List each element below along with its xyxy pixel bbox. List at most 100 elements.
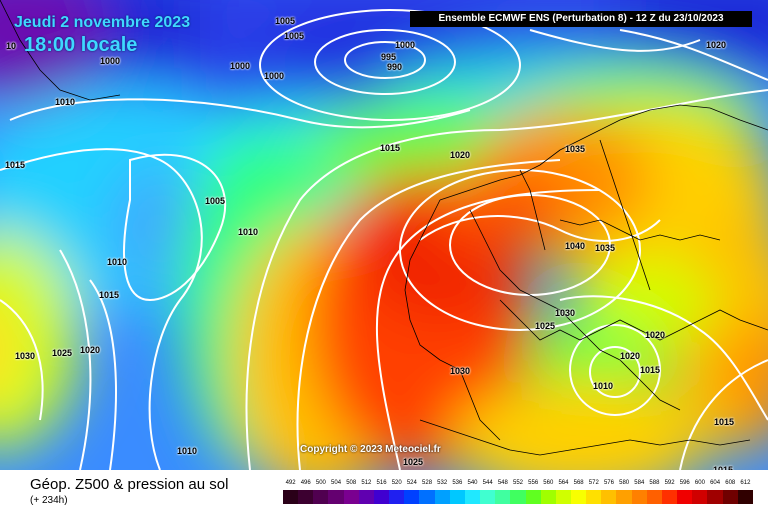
isobar-label: 1005 bbox=[275, 16, 296, 26]
isobar-label: 1015 bbox=[99, 290, 120, 300]
scale-swatch bbox=[631, 490, 647, 504]
isobar-label: 1015 bbox=[5, 160, 26, 170]
scale-label: 588 bbox=[649, 480, 660, 486]
isobar-label: 1035 bbox=[565, 144, 586, 154]
scale-label: 604 bbox=[710, 480, 721, 486]
isobar-label: 1000 bbox=[230, 61, 251, 71]
isobar-label: 1030 bbox=[450, 366, 471, 376]
isobar-label: 1040 bbox=[565, 241, 586, 251]
forecast-date: Jeudi 2 novembre 2023 bbox=[14, 14, 191, 31]
scale-swatch bbox=[358, 490, 374, 504]
scale-swatch bbox=[646, 490, 662, 504]
isobar-label: 990 bbox=[387, 62, 403, 72]
scale-label: 496 bbox=[300, 480, 311, 486]
scale-swatch bbox=[555, 490, 571, 504]
scale-swatch bbox=[601, 490, 617, 504]
coastlines bbox=[0, 0, 768, 456]
scale-label: 508 bbox=[346, 480, 357, 486]
scale-label: 500 bbox=[315, 480, 326, 486]
isobar-label: 1025 bbox=[535, 321, 556, 331]
isobar-label: 1020 bbox=[645, 330, 666, 340]
scale-swatch bbox=[283, 490, 299, 504]
scale-label: 612 bbox=[740, 480, 751, 486]
scale-label: 564 bbox=[558, 480, 569, 486]
isobar-label: 1010 bbox=[177, 446, 198, 456]
scale-label: 552 bbox=[512, 480, 523, 486]
isobar-label: 1015 bbox=[714, 417, 735, 427]
scale-swatch bbox=[449, 490, 465, 504]
scale-label: 512 bbox=[361, 480, 372, 486]
scale-label: 596 bbox=[679, 480, 690, 486]
isobar-label: 1030 bbox=[555, 308, 576, 318]
scale-label: 584 bbox=[634, 480, 645, 486]
isobar-label: 1005 bbox=[284, 31, 305, 41]
scale-label: 524 bbox=[406, 480, 417, 486]
isobar-label: 1020 bbox=[80, 345, 101, 355]
scale-label: 608 bbox=[725, 480, 736, 486]
color-scale-bar bbox=[283, 490, 753, 504]
isobar-label: 10 bbox=[6, 41, 17, 51]
scale-label: 572 bbox=[588, 480, 599, 486]
scale-label: 540 bbox=[467, 480, 478, 486]
forecast-time: 18:00 locale bbox=[24, 34, 138, 56]
scale-swatch bbox=[343, 490, 359, 504]
scale-label: 520 bbox=[391, 480, 402, 486]
scale-label: 592 bbox=[664, 480, 675, 486]
legend-title: Géop. Z500 & pression au sol bbox=[30, 476, 229, 493]
isobar-label: 1000 bbox=[264, 71, 285, 81]
scale-swatch bbox=[737, 490, 753, 504]
isobar-label: 1015 bbox=[380, 143, 401, 153]
scale-swatch bbox=[677, 490, 693, 504]
isobar-label: 1010 bbox=[55, 97, 76, 107]
model-run-banner: Ensemble ECMWF ENS (Perturbation 8) - 12… bbox=[410, 11, 752, 27]
scale-swatch bbox=[510, 490, 526, 504]
scale-label: 548 bbox=[497, 480, 508, 486]
scale-swatch bbox=[404, 490, 420, 504]
isobar-label: 1000 bbox=[395, 40, 416, 50]
scale-label: 600 bbox=[694, 480, 705, 486]
scale-label: 528 bbox=[422, 480, 433, 486]
scale-swatch bbox=[480, 490, 496, 504]
isobar-label: 1010 bbox=[107, 257, 128, 267]
scale-swatch bbox=[586, 490, 602, 504]
scale-label: 580 bbox=[619, 480, 630, 486]
isobar-label: 1010 bbox=[238, 227, 259, 237]
scale-label: 576 bbox=[603, 480, 614, 486]
scale-swatch bbox=[570, 490, 587, 504]
isobar-label: 1030 bbox=[15, 351, 36, 361]
scale-label: 532 bbox=[437, 480, 448, 486]
scale-swatch bbox=[328, 490, 344, 504]
scale-swatch bbox=[495, 490, 511, 504]
scale-swatch bbox=[464, 490, 481, 504]
isobar-label: 1015 bbox=[640, 365, 661, 375]
scale-swatch bbox=[661, 490, 678, 504]
isobar-label: 995 bbox=[381, 52, 397, 62]
scale-swatch bbox=[540, 490, 556, 504]
legend-subtitle: (+ 234h) bbox=[30, 495, 68, 506]
scale-swatch bbox=[434, 490, 450, 504]
isobar-label: 1035 bbox=[595, 243, 616, 253]
scale-swatch bbox=[722, 490, 738, 504]
scale-swatch bbox=[707, 490, 723, 504]
copyright-notice: Copyright © 2023 Meteociel.fr bbox=[300, 444, 441, 455]
scale-swatch bbox=[313, 490, 329, 504]
scale-label: 544 bbox=[482, 480, 493, 486]
scale-label: 492 bbox=[285, 480, 296, 486]
scale-label: 536 bbox=[452, 480, 463, 486]
isobar-label: 1020 bbox=[706, 40, 727, 50]
scale-swatch bbox=[298, 490, 314, 504]
scale-label: 568 bbox=[573, 480, 584, 486]
isobar-label: 1025 bbox=[52, 348, 73, 358]
scale-label: 516 bbox=[376, 480, 387, 486]
scale-label: 560 bbox=[543, 480, 554, 486]
isobar-label: 1025 bbox=[403, 457, 424, 467]
scale-label: 556 bbox=[528, 480, 539, 486]
scale-swatch bbox=[373, 490, 390, 504]
scale-label: 504 bbox=[331, 480, 342, 486]
scale-swatch bbox=[389, 490, 405, 504]
scale-swatch bbox=[692, 490, 708, 504]
isobar-label: 1000 bbox=[100, 56, 121, 66]
isobar-label: 1005 bbox=[205, 196, 226, 206]
isobar-label: 1020 bbox=[450, 150, 471, 160]
color-scale-labels: 492 496 500 504 508 512 516 520 524 528 532 536 540 5… bbox=[283, 480, 753, 490]
